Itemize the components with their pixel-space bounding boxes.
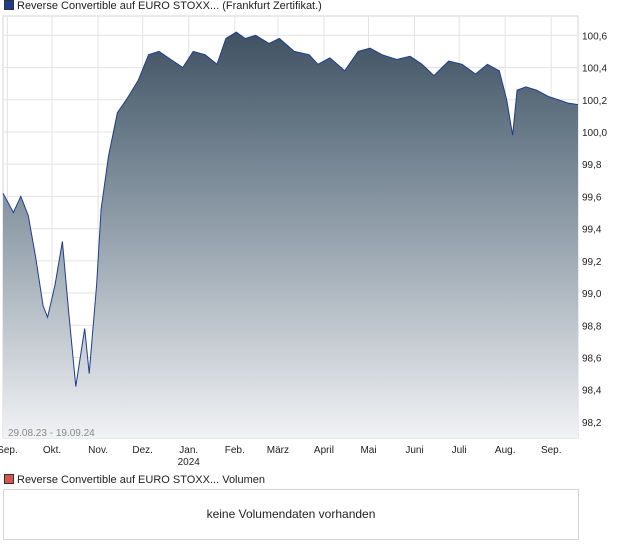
x-tick-label: April xyxy=(314,445,334,456)
price-legend-label: Reverse Convertible auf EURO STOXX... (F… xyxy=(17,0,322,12)
volume-legend: Reverse Convertible auf EURO STOXX... Vo… xyxy=(4,474,265,488)
y-tick-label: 100,2 xyxy=(582,96,607,107)
y-tick-label: 100,0 xyxy=(582,128,607,139)
y-tick-label: 99,4 xyxy=(582,225,602,236)
y-tick-label: 98,6 xyxy=(582,353,602,364)
volume-legend-label: Reverse Convertible auf EURO STOXX... Vo… xyxy=(17,474,266,486)
y-tick-label: 100,4 xyxy=(582,64,607,75)
price-area xyxy=(3,32,578,438)
x-tick-label: Dez. xyxy=(132,445,153,456)
price-legend: Reverse Convertible auf EURO STOXX... (F… xyxy=(4,0,322,14)
x-tick-label: Sep. xyxy=(541,445,562,456)
x-tick-label: Juni xyxy=(405,445,423,456)
x-axis: Sep. Okt. Nov. Dez. Jan.2024 Feb. März April Mai… xyxy=(0,445,562,468)
price-line xyxy=(2,31,579,387)
x-tick-label: März xyxy=(267,445,289,456)
y-tick-label: 99,0 xyxy=(582,289,602,300)
x-tick-label: Juli xyxy=(452,445,467,456)
volume-panel: keine Volumendaten vorhanden xyxy=(3,489,579,540)
price-series-swatch xyxy=(4,0,14,10)
x-tick-label: Feb. xyxy=(225,445,245,456)
y-tick-label: 98,8 xyxy=(582,321,602,332)
x-tick-label: Okt. xyxy=(43,445,61,456)
y-tick-label: 99,2 xyxy=(582,257,602,268)
x-tick-label: Jan. xyxy=(179,445,198,456)
y-tick-label: 98,4 xyxy=(582,386,602,397)
x-tick-label: Mai xyxy=(360,445,376,456)
x-tick-label: Sep. xyxy=(0,445,18,456)
y-tick-label: 100,6 xyxy=(582,31,607,42)
x-tick-label: Aug. xyxy=(495,445,516,456)
y-axis: 98,2 98,4 98,6 98,8 99,0 99,2 99,4 99,6 99,8 100,… xyxy=(582,31,607,429)
x-tick-year-label: 2024 xyxy=(178,457,201,468)
y-tick-label: 99,6 xyxy=(582,192,602,203)
volume-empty-message: keine Volumendaten vorhanden xyxy=(206,507,376,521)
y-tick-label: 98,2 xyxy=(582,418,602,429)
price-chart: 29.08.23 - 19.09.24 98,2 98,4 98,6 98,8 99,0… xyxy=(0,15,607,468)
date-range-label: 29.08.23 - 19.09.24 xyxy=(8,428,95,439)
y-tick-label: 99,8 xyxy=(582,160,602,171)
volume-series-swatch xyxy=(4,474,14,484)
x-tick-label: Nov. xyxy=(88,445,108,456)
